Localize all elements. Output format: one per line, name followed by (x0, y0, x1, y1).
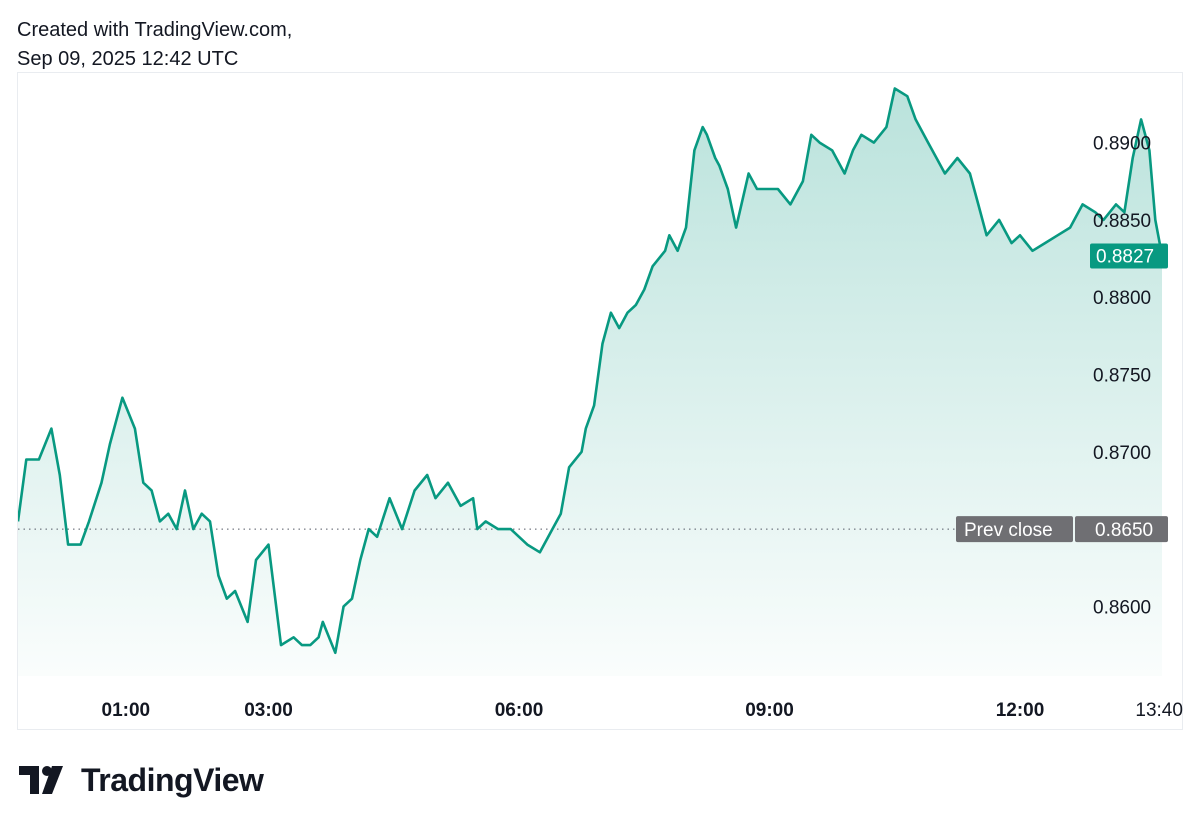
y-tick-label: 0.8750 (1093, 366, 1151, 387)
price-line (18, 87, 1164, 655)
x-tick-label: 13:40 (1135, 700, 1183, 721)
x-tick-label: 01:00 (102, 700, 151, 721)
chart-panel[interactable]: 0.8900 0.8850 0.8800 0.8750 0.8700 0.8600 0.88… (17, 72, 1183, 730)
x-tick-label: 03:00 (244, 700, 293, 721)
x-tick-label: 12:00 (996, 700, 1045, 721)
prev-close-value: 0.8650 (1095, 520, 1153, 541)
prev-close-tag (956, 516, 1073, 543)
snapshot-timestamp: Sep 09, 2025 12:42 UTC (17, 48, 239, 70)
last-price-tag (1090, 243, 1168, 269)
brand-name: TradingView (81, 761, 264, 798)
x-tick-label: 09:00 (745, 700, 794, 721)
tradingview-logo-icon (19, 766, 63, 794)
created-with-label: Created with TradingView.com, (17, 19, 293, 41)
chart-header: Created with TradingView.com, Sep 09, 20… (17, 16, 292, 74)
price-area-fill (18, 88, 1162, 676)
x-tick-label: 06:00 (495, 700, 544, 721)
y-tick-label: 0.8600 (1093, 597, 1151, 618)
y-tick-label: 0.8900 (1093, 134, 1151, 155)
y-tick-label: 0.8800 (1093, 288, 1151, 309)
prev-close-label: Prev close (964, 520, 1053, 541)
prev-close-value-tag (1075, 516, 1168, 543)
y-tick-label: 0.8700 (1093, 443, 1151, 464)
tradingview-footer[interactable]: TradingView (19, 760, 264, 800)
y-tick-label: 0.8850 (1093, 211, 1151, 232)
price-chart[interactable]: 0.8900 0.8850 0.8800 0.8750 0.8700 0.8600 0.88… (18, 73, 1184, 731)
last-price-label: 0.8827 (1096, 246, 1154, 267)
